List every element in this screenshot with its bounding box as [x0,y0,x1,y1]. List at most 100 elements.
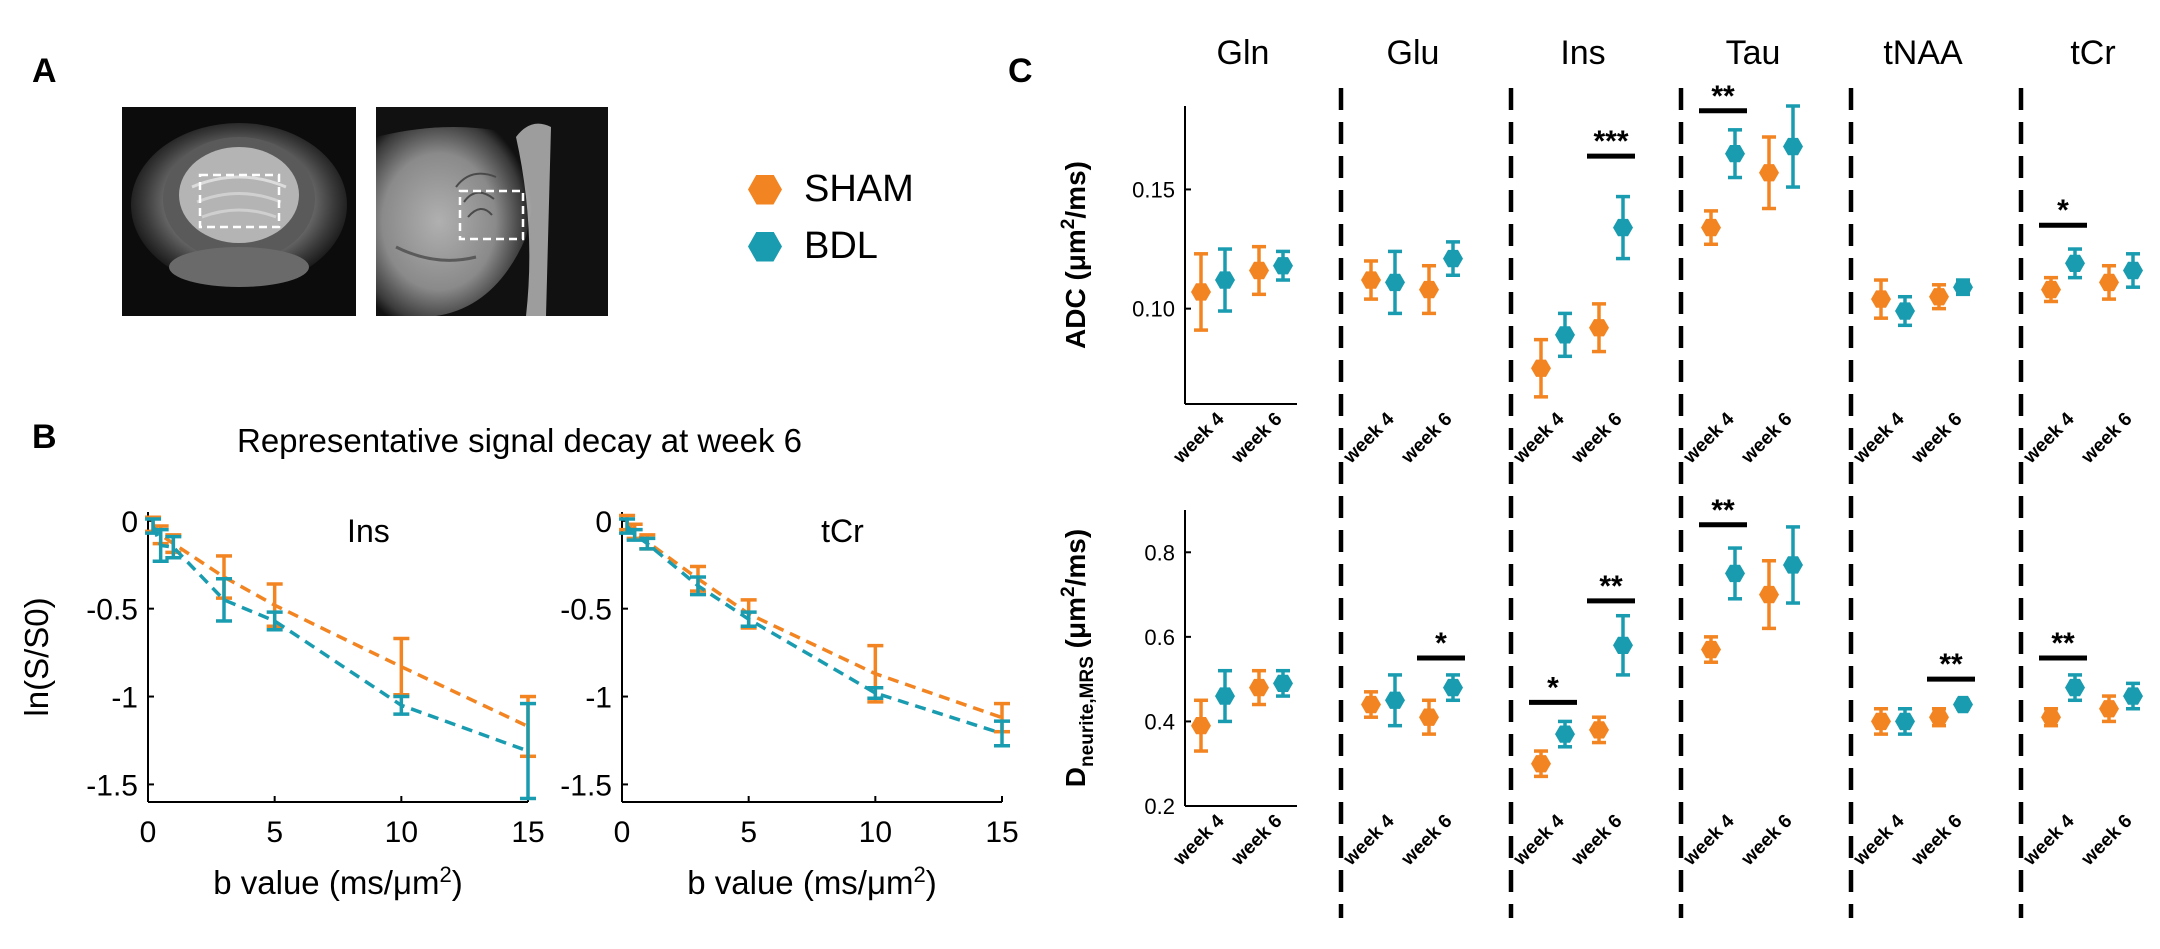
bdl-data-point [1953,695,1973,714]
decay-chart-tcr: 0 5 10 15 0 -0.5 -1 -1.5 tCr b value (ms/μm2) [560,506,1018,901]
sham-data-point [2041,708,2061,726]
y-tick-label: 0.8 [1144,540,1175,565]
sham-data-point [1531,359,1551,377]
bdl-data-point [1443,678,1463,697]
legend-label-bdl: BDL [804,225,878,267]
x-axis-label-text: b value (ms/μm [213,864,439,901]
y-tick-label: -1.5 [560,769,612,802]
x-axis-label-sup: 2 [439,862,451,887]
sham-data-point [1361,271,1381,289]
week-tick-label: week 4 [1339,408,1399,468]
metabolite-group-tau: week 4 week 6 ** [1679,80,1803,468]
metabolite-group-glu: week 4 week 6 * [1339,627,1465,870]
bdl-data-point [1215,687,1235,705]
metabolite-group-tau: week 4 week 6 ** [1679,494,1803,871]
week-tick-label: week 6 [1227,409,1287,469]
y-axis-label-sup: 2 [1058,219,1079,230]
data-point-error-bar [393,636,410,697]
x-axis-label: b value (ms/μm2) [687,862,936,901]
week-tick-label: week 6 [1397,811,1457,871]
significance-label: ** [1599,570,1623,603]
sham-data-point [1701,218,1721,237]
metabolite-header-tcr: tCr [2070,34,2115,72]
week-tick-label: week 6 [1737,811,1797,871]
significance-label: ** [2051,627,2075,660]
y-axis-label-text: ADC (μm [1060,229,1091,349]
series-bdl [145,517,536,801]
bdl-data-point [1725,564,1745,583]
significance-label: *** [1593,125,1628,158]
bdl-data-point [1895,712,1915,731]
significance-label: * [1435,627,1447,660]
week-tick-label: week 4 [2019,810,2079,870]
week-tick-label: week 4 [1679,810,1739,870]
sham-data-point [1531,755,1551,773]
y-axis-label-sub: neurite,MRS [1077,656,1098,767]
metabolite-group-tnaa: week 4 week 6 ** [1849,648,1975,870]
bdl-data-point [1215,271,1235,289]
sham-data-point [1249,678,1269,697]
decay-chart-ins: 0 5 10 15 0 -0.5 -1 -1.5 Ins b value (ms/μm2) ln(S… [18,506,545,901]
legend-label-sham: SHAM [804,168,914,210]
bdl-data-point [1555,725,1575,743]
y-tick-label: 0.2 [1144,794,1175,819]
metabolite-group-tcr: week 4 week 6 ** [2019,627,2143,870]
panel-label-b: B [32,418,57,456]
data-point-error-bar [216,577,232,623]
week-tick-label: week 6 [2077,811,2137,871]
sham-data-point [1929,708,1949,726]
week-tick-label: week 4 [1509,810,1569,870]
metabolite-header-gln: Gln [1217,34,1270,72]
bdl-data-point [1273,257,1293,275]
bdl-data-point [1555,326,1575,344]
week-tick-label: week 6 [1227,811,1287,871]
bdl-data-point [1613,218,1633,237]
decay-chart-title: tCr [821,513,864,549]
sham-data-point [2041,280,2061,299]
data-point-error-bar [867,686,884,701]
metabolite-group-ins: week 4 week 6*** [1509,570,1635,870]
y-tick-label: 0.4 [1144,709,1175,734]
sham-data-point [1419,708,1439,726]
week-tick-label: week 4 [1169,408,1229,468]
bdl-data-point [1385,273,1405,292]
sham-data-point [1701,640,1721,659]
sham-data-point [1589,721,1609,739]
decay-chart-title: Ins [347,513,390,549]
sham-data-point [1929,288,1949,306]
sham-data-point [1419,280,1439,299]
x-tick-label: 10 [859,816,892,849]
week-tick-label: week 6 [1907,811,1967,871]
y-tick-label: 0.6 [1144,625,1175,650]
bdl-data-point [1273,674,1293,692]
bdl-data-point [1783,556,1803,574]
bdl-data-point [1443,249,1463,268]
x-tick-label: 5 [740,816,757,849]
y-tick-label: -1 [111,682,138,715]
data-point-error-bar [266,610,283,632]
bdl-data-point [2123,687,2143,705]
week-tick-label: week 6 [1397,409,1457,469]
y-axis-label: ln(S/S0) [18,597,55,716]
bdl-data-point [2065,678,2085,697]
x-tick-label: 15 [511,816,544,849]
x-axis-label-end: ) [452,864,463,901]
mri-sagittal-image [376,107,608,316]
data-point-error-bar [152,527,169,563]
y-axis-label-end: /ms) [1060,161,1091,219]
week-tick-label: week 4 [1679,408,1739,468]
week-tick-label: week 4 [1849,408,1909,468]
bdl-data-point [1783,137,1803,156]
sham-data-point [2099,700,2119,718]
week-tick-label: week 4 [1169,810,1229,870]
metabolite-header-tnaa: tNAA [1883,34,1963,72]
metabolite-group-tcr: week 4 week 6 * [2019,194,2143,468]
x-tick-label: 0 [140,816,157,849]
metabolite-group-ins: week 4 week 6*** [1509,125,1635,468]
sham-data-point [1249,261,1269,280]
y-tick-label: 0.10 [1132,297,1175,322]
y-axis-label: Dneurite,MRS (μm2/ms) [1058,529,1098,787]
